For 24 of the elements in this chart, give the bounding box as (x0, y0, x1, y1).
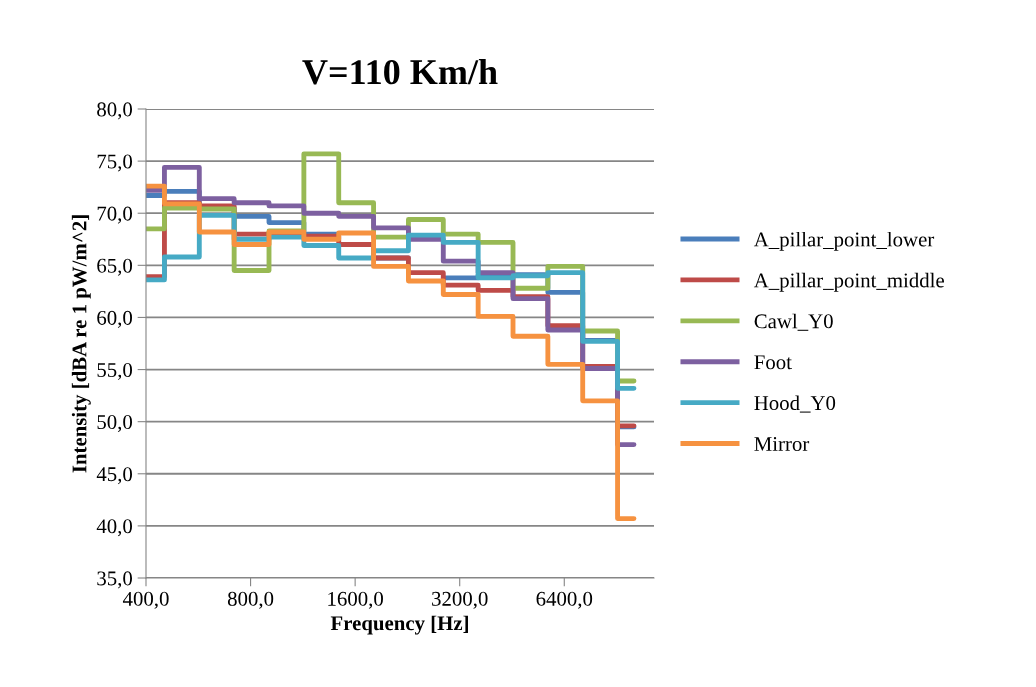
y-tick-label: 80,0 (97, 102, 133, 120)
y-tick-label: 45,0 (96, 467, 133, 485)
legend-label: Hood_Y0 (754, 395, 836, 413)
x-tick-label: 3200,0 (432, 591, 488, 609)
x-tick-label: 400,0 (122, 591, 169, 609)
y-tick-label: 35,0 (97, 571, 133, 589)
legend-label: A_pillar_point_lower (753, 231, 935, 251)
legend-label: Mirror (754, 437, 810, 452)
y-tick-label: 55,0 (97, 362, 133, 380)
legend-label: Foot (754, 355, 792, 370)
legend-label: Cawl_Y0 (754, 313, 833, 331)
x-tick-label: 1600,0 (328, 591, 383, 609)
y-axis-title: Intensity [dBA re 1 pW/m^2] (71, 215, 91, 473)
x-tick-label: 6400,0 (536, 591, 593, 609)
x-tick-label: 800,0 (227, 591, 274, 609)
y-tick-label: 60,0 (97, 310, 133, 328)
chart-title: V=110 Km/h (302, 58, 498, 85)
x-axis-title: Frequency [Hz] (330, 615, 468, 635)
legend-label: A_pillar_point_middle (753, 272, 944, 292)
y-tick-label: 40,0 (96, 519, 133, 537)
y-tick-label: 65,0 (97, 258, 133, 276)
y-tick-label: 75,0 (97, 154, 133, 172)
y-tick-label: 50,0 (97, 415, 133, 433)
y-tick-label: 70,0 (97, 206, 133, 224)
